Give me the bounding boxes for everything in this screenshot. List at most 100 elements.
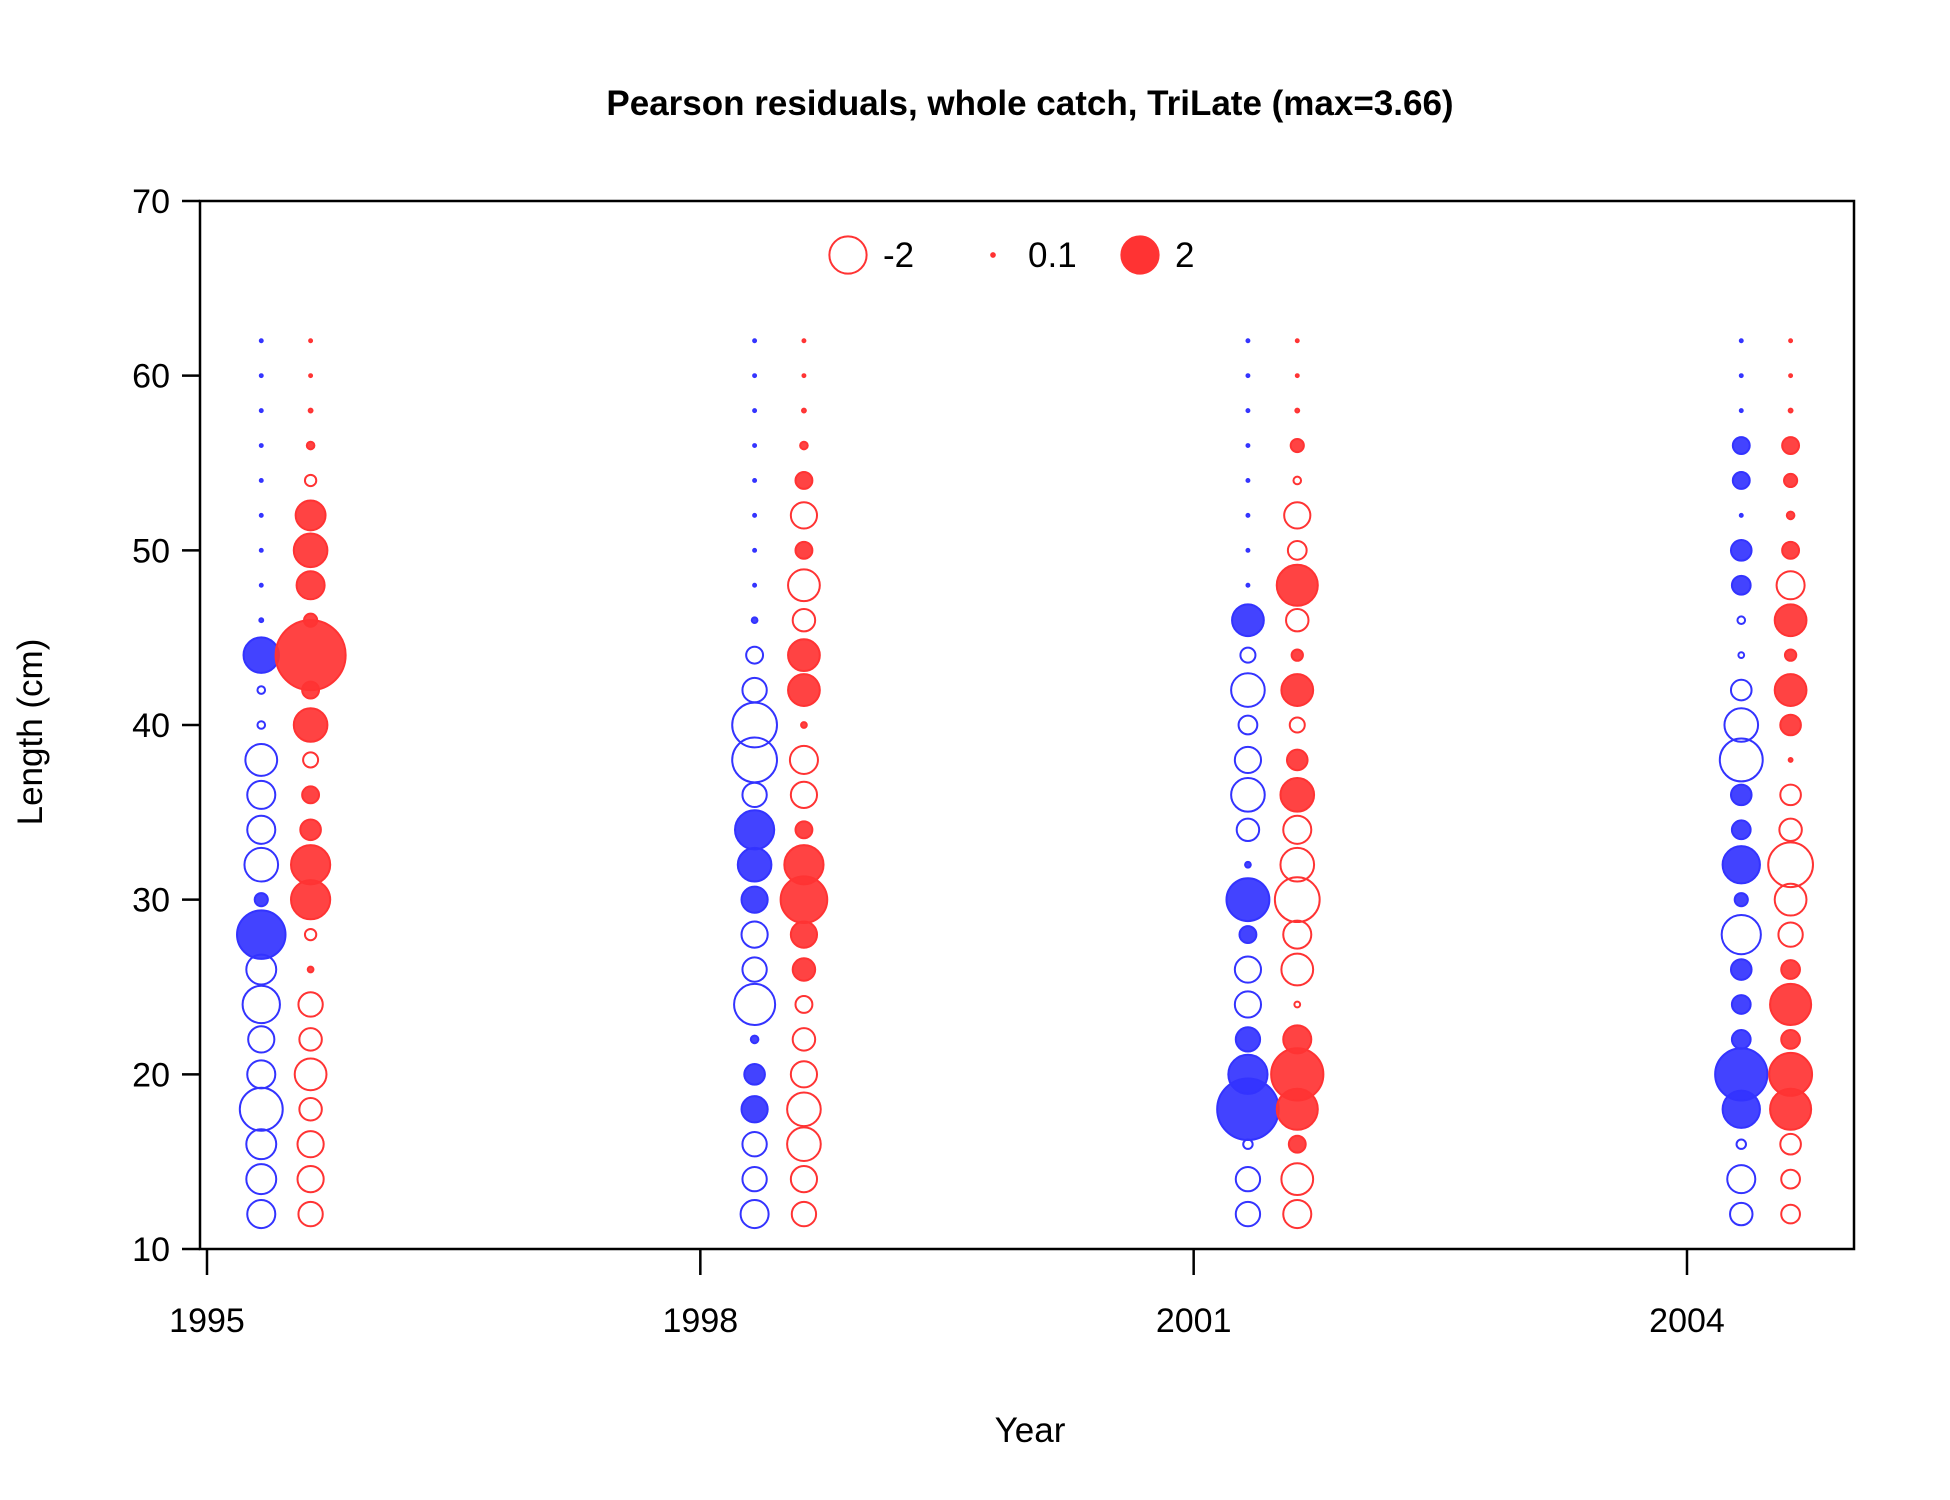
bubble-blue-34 (1235, 817, 1261, 843)
bubble-red-44 (274, 619, 347, 692)
bubble-blue-26 (1233, 955, 1263, 984)
bubble-red-58 (1294, 407, 1301, 414)
bubble-red-34 (299, 818, 322, 842)
bubble-red-30 (1273, 876, 1321, 924)
bubble-red-50 (1781, 540, 1801, 560)
bubble-blue-36 (246, 779, 277, 810)
legend-symbol (990, 252, 996, 258)
bubble-red-32 (783, 844, 825, 886)
bubble-blue-50 (752, 547, 758, 553)
bubble-blue-14 (1726, 1164, 1757, 1195)
bubble-red-62 (1788, 338, 1794, 344)
legend-label: 2 (1175, 236, 1194, 275)
bubble-red-32 (1767, 841, 1814, 889)
x-axis-label: Year (995, 1411, 1066, 1450)
bubble-blue-24 (241, 984, 281, 1025)
bubble-red-46 (303, 612, 319, 628)
bubble-blue-18 (238, 1086, 284, 1132)
bubble-red-12 (297, 1200, 324, 1228)
bubble-red-52 (789, 501, 819, 530)
bubble-blue-30 (740, 885, 769, 914)
bubble-red-24 (297, 991, 324, 1018)
bubble-red-12 (790, 1200, 818, 1228)
bubble-red-22 (298, 1027, 323, 1052)
bubble-red-56 (1781, 436, 1801, 455)
bubble-blue-36 (1729, 783, 1753, 807)
bubble-red-26 (1780, 959, 1801, 980)
bubble-blue-54 (1245, 478, 1251, 483)
bubble-blue-28 (236, 909, 287, 960)
bubble-blue-40 (1237, 714, 1259, 736)
y-tick-label: 50 (132, 532, 170, 570)
y-tick-label: 40 (132, 707, 170, 745)
bubble-red-46 (791, 607, 817, 633)
bubble-red-18 (298, 1097, 323, 1122)
x-tick-label: 1995 (169, 1302, 245, 1340)
x-tick-label: 1998 (663, 1302, 739, 1340)
bubble-red-16 (296, 1130, 325, 1159)
bubble-red-30 (1773, 882, 1808, 917)
bubble-red-54 (1783, 472, 1799, 489)
bubble-red-58 (1787, 407, 1794, 414)
bubble-blue-22 (1730, 1029, 1752, 1050)
bubble-blue-32 (736, 846, 773, 883)
bubble-red-52 (294, 499, 327, 532)
bubble-blue-56 (1245, 443, 1251, 448)
bubble-red-32 (1279, 846, 1316, 883)
bubble-red-60 (801, 373, 807, 379)
bubble-red-62 (308, 338, 314, 344)
bubble-red-26 (1280, 952, 1315, 987)
bubble-blue-22 (247, 1025, 276, 1054)
bubble-red-48 (787, 568, 821, 603)
bubble-blue-16 (741, 1131, 768, 1158)
bubble-red-12 (1282, 1199, 1313, 1230)
bubble-blue-34 (734, 809, 776, 851)
y-tick-label: 20 (132, 1056, 170, 1094)
bubble-blue-60 (752, 373, 758, 379)
bubble-blue-30 (1225, 877, 1271, 923)
bubble-red-62 (1294, 338, 1300, 344)
bubble-blue-12 (1729, 1201, 1754, 1227)
bubble-blue-54 (258, 478, 264, 483)
bubble-blue-20 (1714, 1047, 1769, 1102)
bubble-blue-14 (1234, 1165, 1262, 1193)
bubble-blue-12 (1234, 1200, 1262, 1228)
bubble-blue-62 (1738, 338, 1744, 344)
bubble-red-38 (788, 744, 819, 775)
bubble-blue-40 (1723, 707, 1760, 743)
bubble-red-50 (794, 540, 814, 560)
bubble-red-18 (786, 1091, 822, 1128)
bubble-blue-54 (1731, 471, 1751, 490)
y-tick-label: 30 (132, 882, 170, 920)
legend-label: -2 (883, 236, 914, 275)
bubble-blue-58 (1738, 408, 1744, 414)
bubble-red-20 (293, 1057, 328, 1092)
bubble-blue-38 (1233, 745, 1263, 775)
bubble-red-40 (800, 721, 808, 729)
bubble-blue-42 (1230, 672, 1266, 708)
bubble-blue-46 (258, 617, 265, 624)
bubble-blue-52 (1738, 512, 1744, 518)
bubble-red-38 (302, 751, 320, 769)
bubble-blue-30 (253, 892, 269, 908)
bubble-blue-44 (1737, 651, 1746, 659)
bubble-blue-16 (245, 1128, 278, 1161)
bubble-red-50 (1286, 539, 1308, 561)
bubble-red-42 (1773, 673, 1808, 707)
bubble-red-30 (290, 879, 332, 921)
bubble-blue-14 (741, 1165, 768, 1193)
bubble-red-20 (789, 1060, 819, 1089)
bubble-blue-42 (1729, 678, 1753, 702)
bubble-blue-60 (1245, 373, 1251, 379)
bubble-blue-32 (1721, 845, 1761, 885)
bubble-blue-50 (1729, 539, 1753, 562)
bubble-red-16 (1779, 1132, 1802, 1156)
legend: -2 0.1 2 (828, 235, 1194, 275)
bubble-blue-36 (1230, 777, 1266, 813)
bubble-red-22 (791, 1027, 817, 1052)
bubble-blue-40 (256, 720, 267, 730)
bubble-blue-34 (246, 814, 277, 845)
bubble-blue-20 (246, 1059, 277, 1090)
bubble-red-24 (794, 995, 814, 1014)
bubble-red-62 (801, 338, 807, 344)
